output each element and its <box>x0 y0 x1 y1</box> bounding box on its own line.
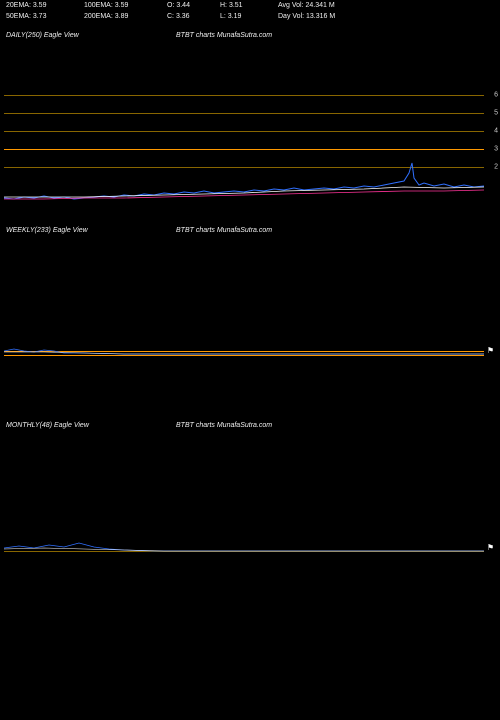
weekly-panel: WEEKLY(233) Eagle View BTBT charts Munaf… <box>0 223 500 363</box>
flag-icon: ⚑ <box>487 346 494 355</box>
close-label: C: 3.36 <box>167 13 212 20</box>
y-tick-label: 4 <box>494 128 498 135</box>
daily-title-left: DAILY(250) Eagle View <box>6 32 176 39</box>
y-tick-label: 6 <box>494 92 498 99</box>
weekly-chart: ⚑ <box>4 238 484 363</box>
high-label: H: 3.51 <box>220 2 270 9</box>
monthly-title-left: MONTHLY(48) Eagle View <box>6 422 176 429</box>
monthly-chart: ⚑ <box>4 433 484 558</box>
daily-title-right: BTBT charts MunafaSutra.com <box>176 32 272 39</box>
series-price <box>4 543 484 551</box>
daily-title-row: DAILY(250) Eagle View BTBT charts Munafa… <box>0 28 500 43</box>
daily-chart: 23456 <box>4 43 484 223</box>
flag-icon: ⚑ <box>487 543 494 552</box>
chart-svg <box>4 433 484 558</box>
daily-panel: DAILY(250) Eagle View BTBT charts Munafa… <box>0 28 500 223</box>
dayvol-label: Day Vol: 13.316 M <box>278 13 368 20</box>
ema100-label: 100EMA: 3.59 <box>84 2 159 9</box>
y-tick-label: 5 <box>494 110 498 117</box>
monthly-title-right: BTBT charts MunafaSutra.com <box>176 422 272 429</box>
weekly-title-row: WEEKLY(233) Eagle View BTBT charts Munaf… <box>0 223 500 238</box>
low-label: L: 3.19 <box>220 13 270 20</box>
chart-svg <box>4 43 484 223</box>
series-ema2 <box>4 190 484 199</box>
ema200-label: 200EMA: 3.89 <box>84 13 159 20</box>
open-label: O: 3.44 <box>167 2 212 9</box>
y-tick-label: 2 <box>494 164 498 171</box>
monthly-panel: MONTHLY(48) Eagle View BTBT charts Munaf… <box>0 418 500 558</box>
weekly-title-left: WEEKLY(233) Eagle View <box>6 227 176 234</box>
avgvol-label: Avg Vol: 24.341 M <box>278 2 368 9</box>
monthly-title-row: MONTHLY(48) Eagle View BTBT charts Munaf… <box>0 418 500 433</box>
weekly-title-right: BTBT charts MunafaSutra.com <box>176 227 272 234</box>
series-price <box>4 349 484 354</box>
stats-row-2: 50EMA: 3.73 200EMA: 3.89 C: 3.36 L: 3.19… <box>0 11 500 22</box>
ema50-label: 50EMA: 3.73 <box>6 13 76 20</box>
series-ema <box>4 548 484 551</box>
series-price <box>4 163 484 199</box>
chart-svg <box>4 238 484 363</box>
series-ema <box>4 352 484 354</box>
stats-row-1: 20EMA: 3.59 100EMA: 3.59 O: 3.44 H: 3.51… <box>0 0 500 11</box>
y-tick-label: 3 <box>494 146 498 153</box>
ema20-label: 20EMA: 3.59 <box>6 2 76 9</box>
